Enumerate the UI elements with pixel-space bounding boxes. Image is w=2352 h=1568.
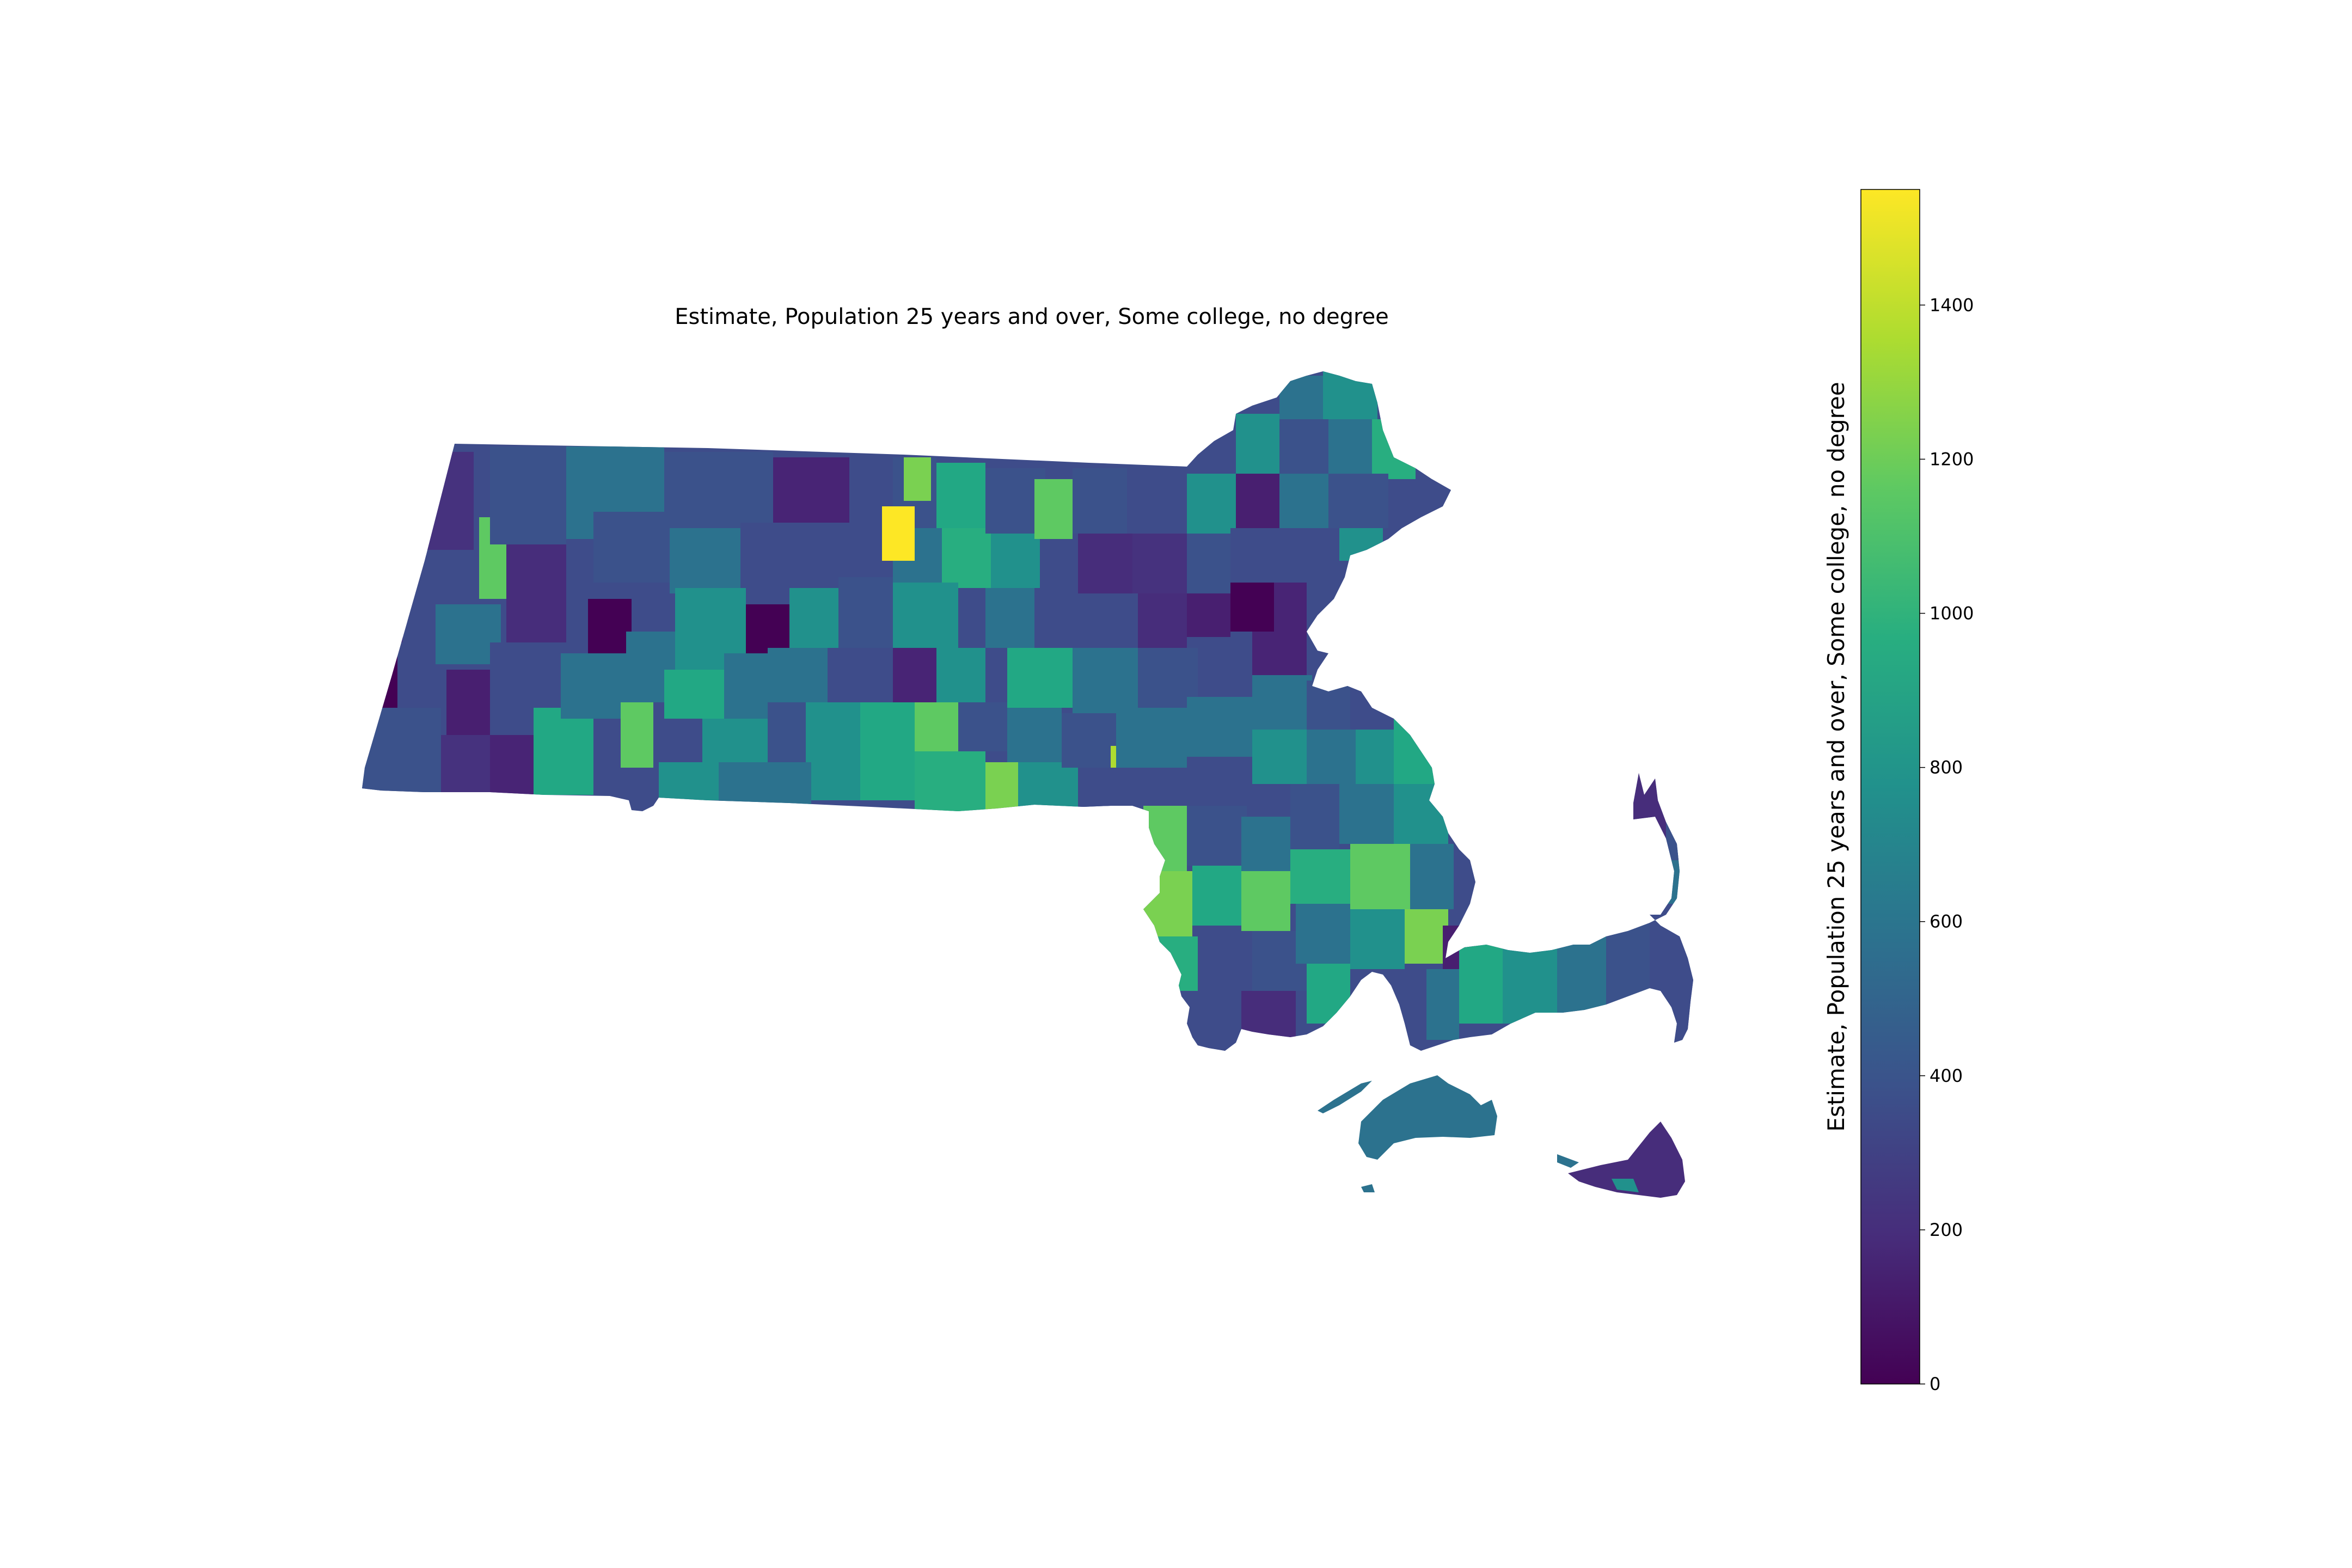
colorbar-tick-label: 200 [1930, 1220, 1963, 1240]
nantucket [1568, 1122, 1685, 1198]
map-title: Estimate, Population 25 years and over, … [675, 304, 1389, 329]
colorbar-tick-label: 1200 [1930, 449, 1974, 469]
colorbar-tick-label: 400 [1930, 1065, 1963, 1086]
colorbar-tick-label: 800 [1930, 757, 1963, 778]
nantucket-west [1612, 1179, 1639, 1192]
nomans-land [1361, 1184, 1375, 1192]
choropleth-map [362, 371, 1693, 1198]
colorbar-gradient [1860, 189, 1920, 1385]
colorbar-tick-label: 1000 [1930, 603, 1974, 624]
marthas-vineyard [1358, 1075, 1497, 1160]
colorbar-tick-label: 600 [1930, 911, 1963, 932]
colorbar: 0 200 400 600 800 1000 1200 1400 Estimate, Popu… [1823, 189, 1974, 1394]
colorbar-label: Estimate, Population 25 years and over, … [1823, 382, 1849, 1131]
colorbar-tick-label: 0 [1930, 1374, 1940, 1394]
tuckernuck-island [1557, 1154, 1579, 1168]
elizabeth-islands [1318, 1081, 1372, 1113]
tract-blocks [362, 371, 1693, 1051]
colorbar-ticks: 0 200 400 600 800 1000 1200 1400 [1920, 295, 1974, 1394]
colorbar-tick-label: 1400 [1930, 295, 1974, 315]
